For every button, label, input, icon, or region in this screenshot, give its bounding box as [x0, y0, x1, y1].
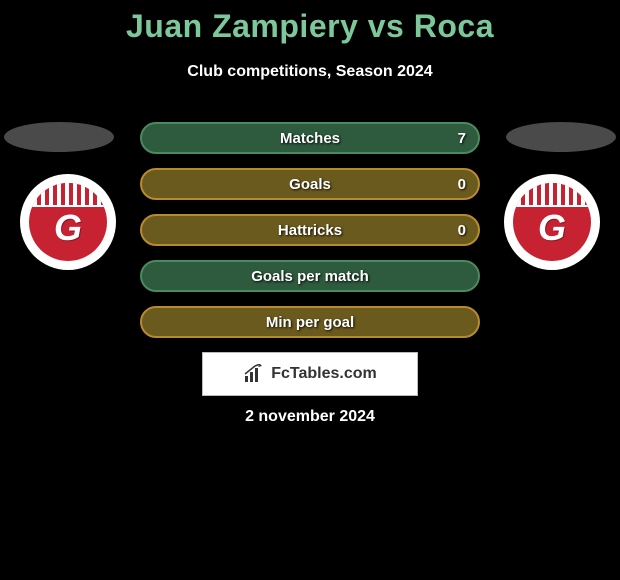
player-silhouette-right: [506, 122, 616, 152]
stat-label: Goals per match: [251, 268, 369, 285]
comparison-subtitle: Club competitions, Season 2024: [0, 63, 620, 81]
player-silhouette-left: [4, 122, 114, 152]
stat-label: Goals: [289, 176, 331, 193]
club-badge-right: G: [504, 174, 600, 270]
stat-value: 0: [458, 176, 466, 193]
stat-value: 0: [458, 222, 466, 239]
badge-letter: G: [538, 207, 566, 249]
stat-row: Goals per match: [140, 260, 480, 292]
comparison-title: Juan Zampiery vs Roca: [0, 0, 620, 45]
date-label: 2 november 2024: [0, 408, 620, 426]
badge-letter: G: [54, 207, 82, 249]
stat-row: Goals 0: [140, 168, 480, 200]
club-badge-left: G: [20, 174, 116, 270]
stat-row: Matches 7: [140, 122, 480, 154]
stat-label: Min per goal: [266, 314, 354, 331]
stat-row: Hattricks 0: [140, 214, 480, 246]
brand-watermark: FcTables.com: [202, 352, 418, 396]
stat-label: Hattricks: [278, 222, 342, 239]
chart-icon: [243, 364, 267, 384]
stat-row: Min per goal: [140, 306, 480, 338]
brand-text: FcTables.com: [271, 365, 377, 383]
stats-container: Matches 7 Goals 0 Hattricks 0 Goals per match M…: [140, 122, 480, 352]
stat-value: 7: [458, 130, 466, 147]
stat-label: Matches: [280, 130, 340, 147]
